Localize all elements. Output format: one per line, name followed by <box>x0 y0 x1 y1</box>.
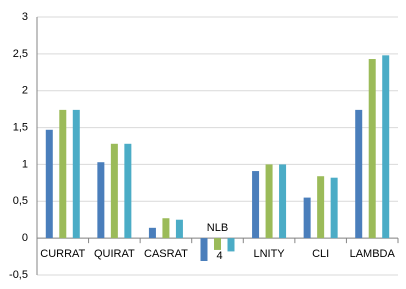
x-tick-label: QUIRAT <box>94 248 135 260</box>
y-tick-label: 2 <box>22 85 28 97</box>
x-tick-label: LNITY <box>253 248 285 260</box>
x-tick-label: CLI <box>312 248 329 260</box>
bar <box>252 171 260 239</box>
y-tick-label: 3 <box>22 11 28 23</box>
bar <box>303 197 311 239</box>
bar <box>59 109 67 239</box>
bar <box>279 164 287 239</box>
bar <box>72 109 80 239</box>
bar <box>317 176 325 239</box>
y-tick-label: 1 <box>22 158 28 170</box>
bar <box>227 238 235 252</box>
x-tick-label: CURRAT <box>40 248 85 260</box>
y-tick-label: 0 <box>22 232 28 244</box>
x-tick-label: LAMBDA <box>350 248 396 260</box>
x-tick-label: CASRAT <box>144 248 188 260</box>
bar <box>214 238 221 250</box>
bar <box>382 55 390 239</box>
bar <box>368 59 376 239</box>
bar <box>124 143 132 239</box>
y-tick-label: 1,5 <box>13 121 28 133</box>
x-tick-label: NLB 4 <box>207 222 228 262</box>
bar <box>355 109 363 239</box>
bar <box>200 238 208 261</box>
bar <box>148 227 156 239</box>
bar <box>97 162 105 239</box>
y-tick-label: 2,5 <box>13 48 28 60</box>
y-tick-label: -0,5 <box>9 269 28 281</box>
bar <box>175 219 183 239</box>
bar <box>45 129 53 239</box>
bar <box>162 218 170 239</box>
bar <box>265 164 273 239</box>
bar <box>110 143 118 239</box>
y-tick-label: 0,5 <box>13 195 28 207</box>
bar <box>330 177 338 239</box>
